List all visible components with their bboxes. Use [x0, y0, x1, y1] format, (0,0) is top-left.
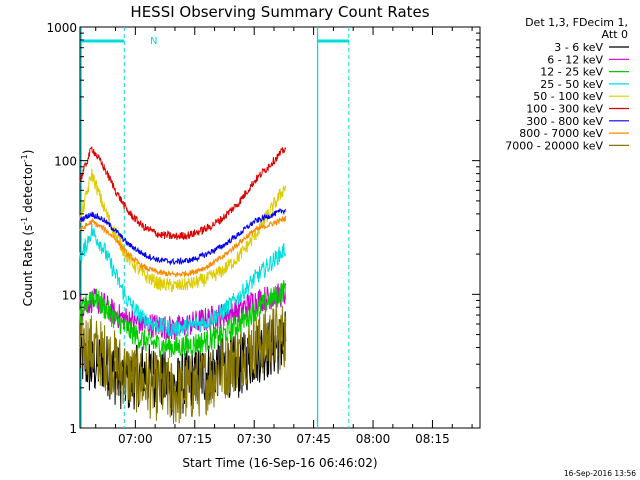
series-2-line [79, 280, 287, 359]
chart-title: HESSI Observing Summary Count Rates [130, 3, 429, 21]
annotation-n: N [150, 36, 157, 47]
series-3-line [79, 223, 287, 337]
legend-entry-3-label: 25 - 50 keV [540, 78, 603, 91]
series-6-line [79, 207, 287, 267]
y-axis-label-sup2: -1 [20, 154, 29, 162]
axes-layer: 07:00 07:15 07:30 07:45 08:00 08:15 1 10 100 1000 [46, 21, 480, 446]
legend-entry-7-label: 800 - 7000 keV [519, 127, 603, 140]
legend-entry-8-label: 7000 - 20000 keV [505, 139, 603, 152]
footer-timestamp: 16-Sep-2016 13:56 [564, 469, 636, 478]
y-axis-label-mid: detector [21, 162, 35, 217]
x-tick-label-0: 07:00 [118, 432, 153, 446]
plot-frame [79, 26, 481, 429]
legend-entry-6-label: 300 - 800 keV [526, 115, 603, 128]
y-tick-label-0: 1 [69, 422, 77, 436]
legend-entry-5-label: 100 - 300 keV [526, 103, 603, 116]
y-axis-label: Count Rate (s-1 detector-1) [20, 150, 35, 307]
legend-entry-0-label: 3 - 6 keV [554, 41, 603, 54]
y-tick-label-2: 100 [54, 155, 77, 169]
y-axis-label-post: ) [21, 150, 35, 155]
series-5-line [79, 146, 287, 241]
series-8-line [79, 305, 287, 424]
legend-header-line1: Det 1,3, FDecim 1, [525, 16, 628, 29]
series-4-line [79, 168, 287, 292]
series-1-line [79, 283, 287, 341]
x-tick-label-4: 08:00 [356, 432, 391, 446]
x-tick-label-3: 07:45 [296, 432, 331, 446]
y-tick-label-1: 10 [62, 288, 77, 302]
plot-border [79, 26, 481, 429]
legend-entry-1-label: 6 - 12 keV [547, 53, 603, 66]
legend-entry-2-label: 12 - 25 keV [540, 66, 603, 79]
cyan-markers [80, 27, 350, 428]
x-axis-label: Start Time (16-Sep-16 06:46:02) [182, 456, 377, 470]
legend-header-line2: Att 0 [602, 28, 628, 41]
y-axis-label-pre: Count Rate (s [21, 225, 35, 307]
series-layer [79, 146, 287, 424]
legend-entry-4-label: 50 - 100 keV [533, 90, 603, 103]
y-axis-label-sup1: -1 [20, 217, 29, 225]
series-7-line [79, 215, 287, 278]
x-tick-label-2: 07:30 [237, 432, 272, 446]
x-tick-label-5: 08:15 [415, 432, 450, 446]
x-tick-label-1: 07:15 [177, 432, 212, 446]
y-tick-label-3: 1000 [46, 21, 77, 35]
